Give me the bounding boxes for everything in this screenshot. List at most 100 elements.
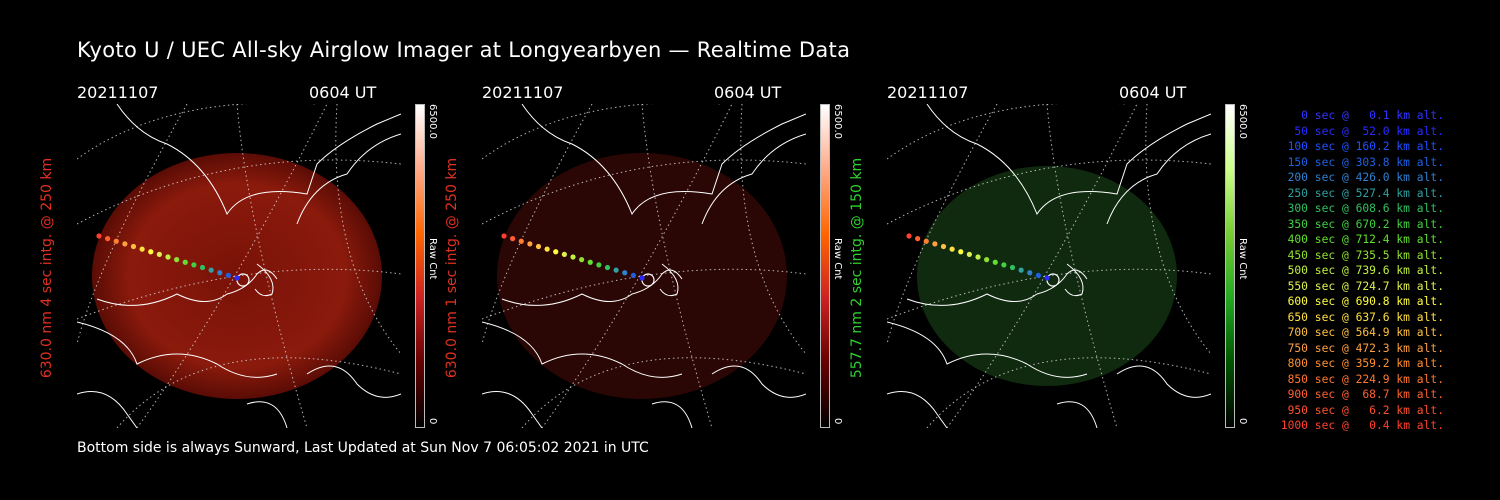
legend-row: 600 sec @ 690.8 km alt. <box>1287 295 1444 308</box>
legend-row: 900 sec @ 68.7 km alt. <box>1287 388 1444 401</box>
colorbar <box>1225 104 1235 428</box>
satellite-track-point <box>579 257 585 263</box>
satellite-track-point <box>174 257 180 263</box>
panel-time: 0604 UT <box>714 83 782 102</box>
coastline <box>1056 401 1098 428</box>
legend-row: 500 sec @ 739.6 km alt. <box>1287 264 1444 277</box>
satellite-track-point <box>510 236 516 242</box>
legend-row: 450 sec @ 735.5 km alt. <box>1287 248 1444 262</box>
coastline <box>482 321 683 378</box>
satellite-track-point <box>1009 264 1016 271</box>
colorbar-min: 0 <box>832 418 843 425</box>
satellite-track-point <box>535 243 542 250</box>
satellite-track-point <box>923 238 929 244</box>
satellite-track-point <box>949 246 955 252</box>
legend-row: 50 sec @ 52.0 km alt. <box>1294 124 1444 138</box>
satellite-track-point <box>596 262 602 268</box>
satellite-track-point <box>958 249 964 255</box>
coastline <box>482 391 543 428</box>
coastline <box>521 104 806 216</box>
legend-row: 300 sec @ 608.6 km alt. <box>1287 202 1444 215</box>
lat-lon-gridline <box>482 268 806 320</box>
airglow-panel-630-1s: 20211107 0604 UT 630.0 nm 1 sec intg. @ … <box>444 80 882 430</box>
colorbar-min: 0 <box>427 418 438 425</box>
satellite-track-point <box>940 243 947 250</box>
satellite-track-point <box>984 257 990 263</box>
coastline <box>926 104 1211 216</box>
coastline <box>96 269 278 306</box>
satellite-track-point <box>1001 262 1007 268</box>
legend-row: 700 sec @ 564.9 km alt. <box>1287 326 1444 339</box>
coastline <box>501 269 683 306</box>
legend-row: 1000 sec @ 0.4 km alt. <box>1280 419 1444 432</box>
satellite-track-point <box>122 241 128 247</box>
airglow-panel-630-4s: 20211107 0604 UT 630.0 nm 4 sec intg. @ … <box>39 80 477 430</box>
legend-row: 200 sec @ 426.0 km alt. <box>1287 171 1444 184</box>
satellite-track-point <box>1035 272 1041 278</box>
colorbar-min: 0 <box>1237 418 1248 425</box>
colorbar-max: 6500.0 <box>1237 104 1248 139</box>
lat-lon-gridline <box>77 268 401 320</box>
satellite-track-point <box>604 264 611 271</box>
panel-ylabel-text: 557.7 nm 2 sec intg. @ 150 km <box>849 157 865 379</box>
coastline <box>296 133 401 225</box>
legend-row: 0 sec @ 0.1 km alt. <box>1301 109 1444 122</box>
satellite-track-point <box>622 270 628 276</box>
legend-row: 750 sec @ 472.3 km alt. <box>1287 341 1444 355</box>
satellite-track-point <box>906 233 912 239</box>
footer-note: Bottom side is always Sunward, Last Upda… <box>77 440 649 456</box>
legend-row: 550 sec @ 724.7 km alt. <box>1287 279 1444 293</box>
lat-lon-gridline <box>926 357 1211 428</box>
legend-row: 400 sec @ 712.4 km alt. <box>1287 233 1444 246</box>
satellite-track-point <box>191 262 197 268</box>
panel-time: 0604 UT <box>1119 83 1187 102</box>
satellite-track-point <box>165 254 171 260</box>
colorbar-unit: Raw Cnt <box>427 238 438 280</box>
coastline <box>651 401 693 428</box>
coastline <box>1064 263 1084 297</box>
lat-lon-gridline <box>482 104 722 160</box>
satellite-track-point <box>208 267 214 273</box>
coastline <box>254 263 274 297</box>
satellite-track-point <box>932 241 938 247</box>
coastline <box>659 263 679 297</box>
panel-date: 20211107 <box>482 83 564 102</box>
panel-date: 20211107 <box>887 83 969 102</box>
lat-lon-gridline <box>116 357 401 428</box>
lat-lon-gridline <box>887 159 1211 225</box>
satellite-track-point <box>570 254 576 260</box>
legend-row: 650 sec @ 637.6 km alt. <box>1287 310 1444 324</box>
colorbar-unit: Raw Cnt <box>1237 238 1248 280</box>
satellite-track-point <box>199 264 206 271</box>
colorbar-unit: Raw Cnt <box>832 238 843 280</box>
satellite-track-point <box>630 272 636 278</box>
legend-row: 150 sec @ 303.8 km alt. <box>1287 155 1444 169</box>
coastline <box>906 269 1088 306</box>
coastline <box>887 391 948 428</box>
lat-lon-gridline <box>740 104 806 355</box>
coastline-map <box>887 104 1211 428</box>
satellite-track-point <box>639 275 645 281</box>
allsky-image <box>482 104 806 428</box>
lat-lon-gridline <box>482 159 806 225</box>
colorbar <box>820 104 830 428</box>
legend-row: 850 sec @ 224.9 km alt. <box>1287 372 1444 386</box>
page-title: Kyoto U / UEC All-sky Airglow Imager at … <box>77 38 851 62</box>
lat-lon-gridline <box>77 159 401 225</box>
coastline <box>1116 365 1211 398</box>
legend-row: 350 sec @ 670.2 km alt. <box>1287 217 1444 231</box>
satellite-track-point <box>915 236 921 242</box>
satellite-track-point <box>130 243 137 250</box>
satellite-track-point <box>992 259 998 265</box>
airglow-panel-557-2s: 20211107 0604 UT 557.7 nm 2 sec intg. @ … <box>849 80 1287 430</box>
satellite-track-point <box>1018 267 1024 273</box>
coastline <box>77 391 138 428</box>
panel-ylabel-text: 630.0 nm 4 sec intg. @ 250 km <box>39 157 55 379</box>
satellite-track-point <box>148 249 154 255</box>
allsky-image <box>887 104 1211 428</box>
coastline-map <box>482 104 806 428</box>
satellite-track-point <box>139 246 145 252</box>
panel-ylabel-text: 630.0 nm 1 sec intg. @ 250 km <box>444 157 460 379</box>
satellite-track-point <box>613 267 619 273</box>
coastline <box>246 401 288 428</box>
